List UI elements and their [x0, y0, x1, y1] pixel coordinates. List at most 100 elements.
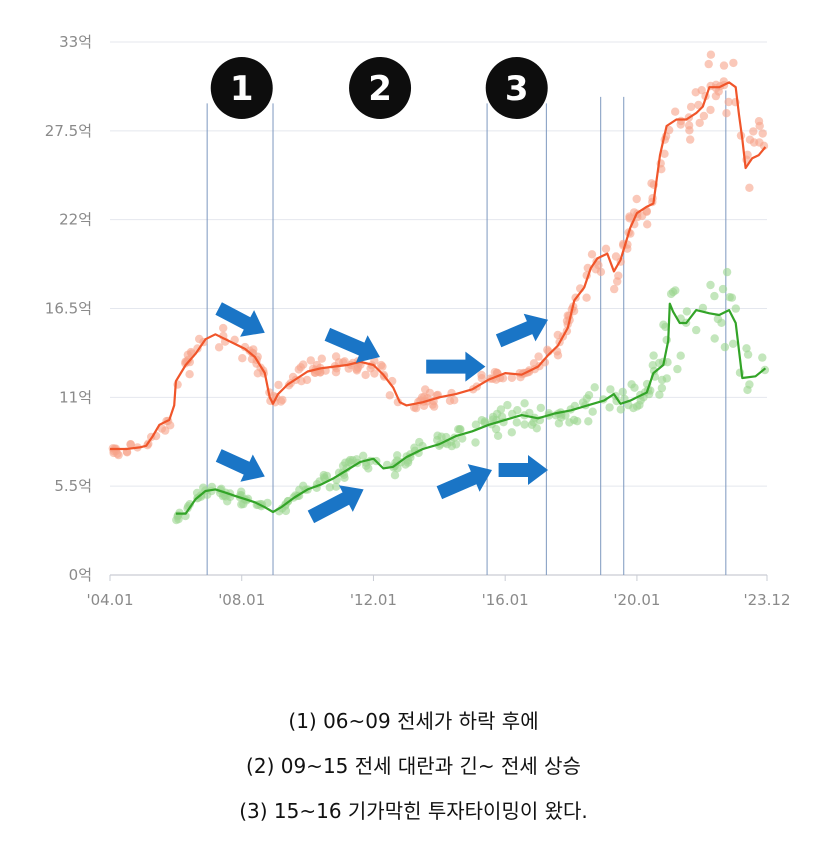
scatter-point-0-210: [596, 267, 606, 277]
y-tick-label-6: 33억: [59, 33, 92, 51]
scatter-point-0-179: [637, 211, 647, 221]
scatter-point-1-182: [520, 420, 529, 429]
scatter-point-1-116: [569, 415, 579, 425]
scatter-point-0-227: [248, 348, 257, 358]
scatter-point-1-5: [605, 403, 614, 412]
scatter-point-0-131: [385, 391, 394, 400]
scatter-point-1-131: [525, 408, 534, 418]
scatter-point-0-216: [719, 61, 729, 70]
scatter-point-1-80: [720, 342, 730, 352]
scatter-point-0-110: [543, 345, 552, 354]
y-tick-label-4: 22억: [59, 211, 92, 229]
scatter-point-1-219: [471, 420, 481, 429]
arrow-5: [307, 485, 364, 524]
scatter-point-1-41: [706, 280, 715, 290]
caption-2: (2) 09~15 전세 대란과 긴~ 전세 상승: [246, 754, 581, 778]
scatter-point-1-159: [728, 339, 738, 348]
arrow-6: [436, 464, 492, 500]
scatter-point-1-176: [742, 344, 751, 353]
scatter-point-0-203: [331, 352, 341, 361]
scatter-point-1-202: [584, 417, 593, 426]
scatter-point-1-223: [649, 351, 658, 360]
scatter-point-0-208: [195, 334, 204, 344]
scatter-point-1-124: [218, 492, 228, 501]
scatter-point-1-161: [682, 307, 692, 316]
y-tick-label-5: 27.5억: [45, 122, 92, 140]
scatter-point-1-196: [458, 434, 467, 443]
scatter-point-0-205: [691, 88, 700, 97]
scatter-point-1-222: [659, 320, 668, 329]
scatter-point-1-84: [588, 407, 597, 416]
scatter-point-1-82: [710, 334, 719, 343]
scatter-point-0-152: [694, 100, 703, 110]
scatter-point-0-1: [758, 129, 767, 138]
scatter-point-0-132: [695, 118, 704, 128]
scatter-point-1-139: [743, 385, 752, 395]
scatter-point-1-99: [727, 293, 737, 302]
scatter-point-0-258: [445, 396, 455, 405]
arrow-3: [495, 313, 548, 348]
marker-1-circle: [210, 57, 273, 119]
scatter-point-1-185: [338, 461, 348, 470]
scatter-point-0-82: [238, 354, 247, 363]
scatter-point-1-101: [488, 412, 498, 422]
scatter-point-0-259: [185, 370, 194, 379]
scatter-point-0-234: [428, 400, 437, 409]
series-line-1: [175, 302, 767, 515]
scatter-point-0-142: [312, 360, 322, 370]
scatter-point-1-173: [263, 498, 272, 508]
scatter-point-1-108: [433, 431, 442, 440]
caption-1: (1) 06~09 전세가 하락 후에: [288, 709, 539, 733]
y-tick-label-1: 5.5억: [54, 477, 92, 495]
number-markers: 1 2 3: [210, 57, 548, 119]
arrow-2: [426, 351, 486, 382]
scatter-point-0-72: [745, 183, 754, 192]
arrow-1: [324, 327, 380, 363]
arrow-annotations: [215, 302, 548, 524]
scatter-point-0-24: [507, 373, 517, 382]
scatter-point-1-40: [743, 350, 753, 359]
scatter-point-1-206: [630, 383, 639, 392]
x-tick-label-2: '12.01: [350, 591, 397, 609]
scatter-point-1-106: [648, 361, 657, 370]
y-tick-label-2: 11억: [59, 388, 92, 406]
marker-2-label: 2: [368, 69, 392, 109]
price-chart: 1 2 3 0억 5.5억 11억 16.5억 22억 27.5억 33억 '04.01 '08.…: [45, 33, 791, 609]
scatter-point-0-254: [582, 293, 591, 302]
scatter-point-1-226: [497, 412, 507, 421]
scatter-point-1-190: [415, 437, 424, 447]
scatter-point-0-163: [352, 366, 362, 375]
scatter-point-0-70: [686, 135, 695, 144]
marker-3-label: 3: [505, 69, 529, 109]
series-line-0: [110, 81, 767, 451]
scatter-point-0-244: [684, 121, 694, 130]
scatter-point-0-53: [361, 370, 370, 380]
scatter-point-0-64: [610, 284, 619, 294]
scatter-point-0-148: [297, 377, 306, 386]
scatter-point-0-186: [214, 343, 224, 352]
marker-3-circle: [485, 57, 548, 119]
scatter-point-0-195: [754, 117, 764, 126]
scatter-point-0-218: [340, 357, 349, 366]
scatter-point-1-64: [657, 383, 667, 393]
y-tick-label-0: 0억: [69, 566, 92, 584]
scatter-point-1-3: [606, 385, 615, 394]
scatter-point-1-147: [713, 314, 723, 324]
scatter-point-1-20: [722, 267, 732, 277]
scatter-point-0-197: [421, 385, 430, 394]
scatter-point-0-115: [749, 127, 758, 136]
scatter-point-0-230: [704, 59, 713, 69]
scatter-point-1-114: [503, 400, 512, 410]
scatter-point-0-159: [126, 440, 135, 449]
scatter-point-1-79: [471, 438, 480, 447]
marker-2-circle: [349, 57, 412, 119]
scatter-point-0-249: [315, 368, 325, 377]
scatter-point-1-44: [508, 409, 517, 419]
scatter-point-1-48: [536, 403, 545, 413]
series-lines: [110, 81, 767, 515]
scatter-point-1-215: [325, 483, 334, 492]
x-tick-label-0: '04.01: [86, 591, 133, 609]
scatter-point-0-256: [477, 374, 486, 383]
scatter-point-1-92: [520, 399, 529, 408]
scatter-point-1-138: [692, 325, 701, 335]
